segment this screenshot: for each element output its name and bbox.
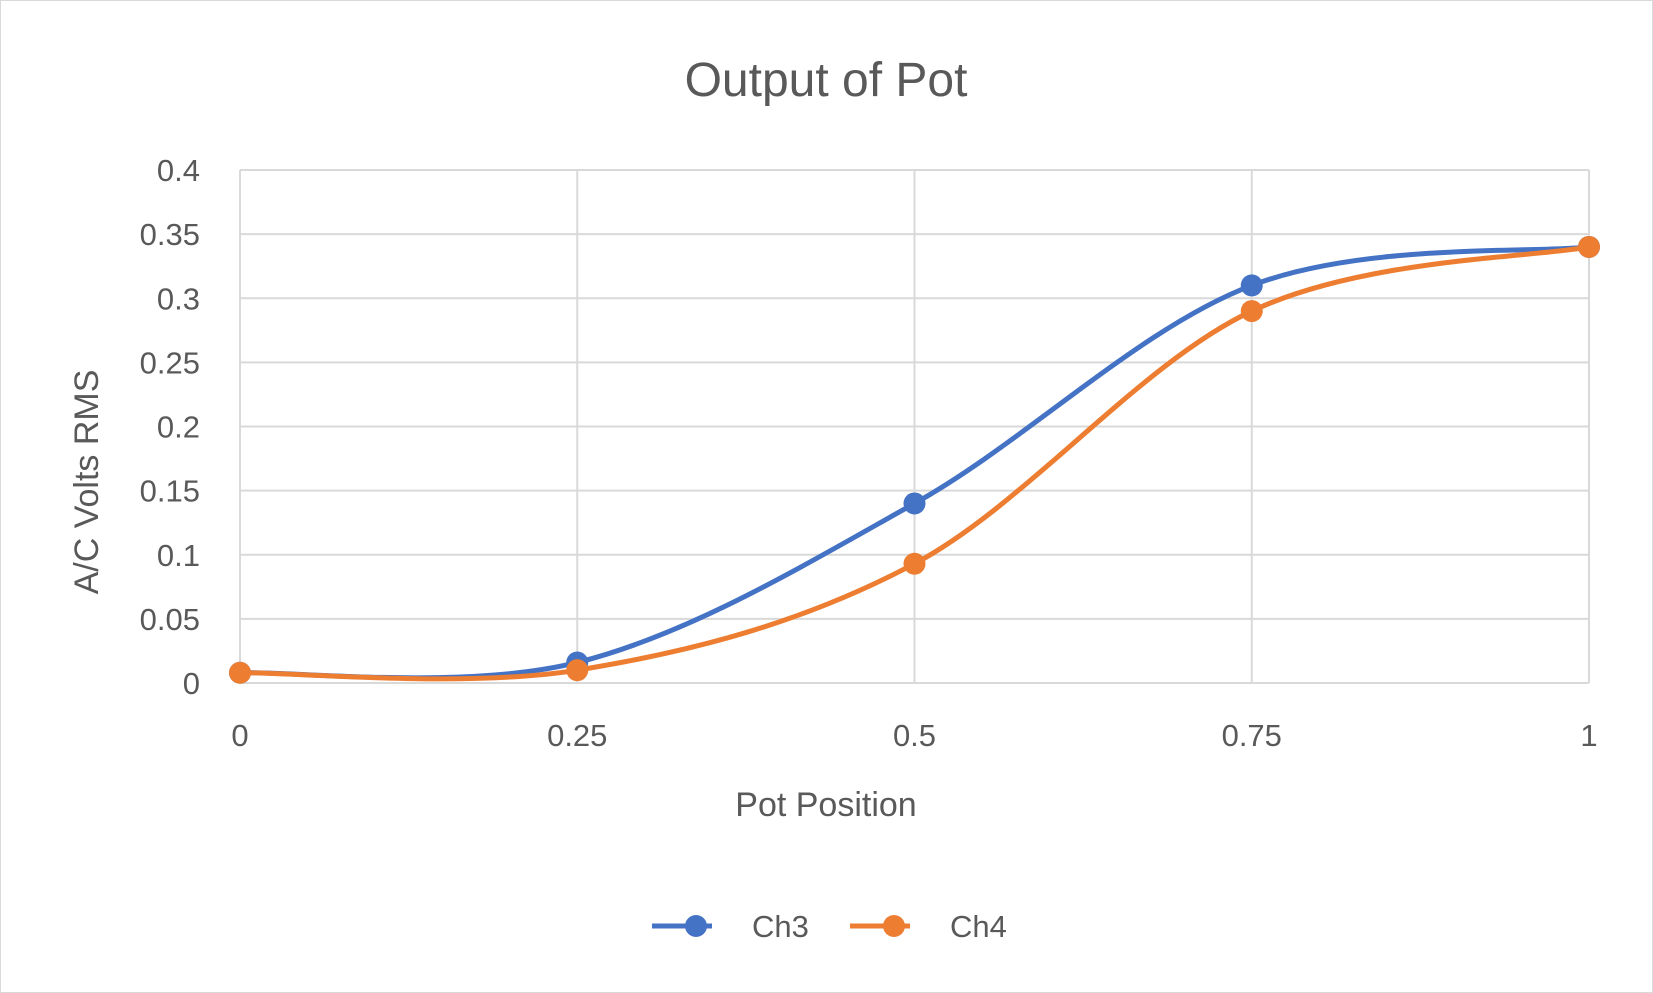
y-tick-label: 0.25 xyxy=(140,345,200,380)
x-tick-label: 0.75 xyxy=(1222,718,1282,753)
x-tick-label: 0.5 xyxy=(893,718,936,753)
data-point xyxy=(1240,300,1263,323)
y-tick-label: 0.35 xyxy=(140,217,200,252)
data-point xyxy=(1240,274,1263,297)
y-tick-label: 0.3 xyxy=(157,281,200,316)
data-point xyxy=(1578,235,1600,258)
data-point xyxy=(903,492,926,515)
legend: Ch3 Ch4 xyxy=(652,909,1007,944)
legend-marker xyxy=(883,915,905,937)
x-axis-ticks: 0 0.25 0.5 0.75 1 xyxy=(231,718,1597,753)
chart-title: Output of Pot xyxy=(685,54,968,107)
x-tick-label: 1 xyxy=(1580,718,1597,753)
y-tick-label: 0.2 xyxy=(157,410,200,445)
y-tick-label: 0 xyxy=(183,666,200,701)
y-tick-label: 0.4 xyxy=(157,153,200,188)
series-layer xyxy=(229,235,1600,684)
x-axis-title: Pot Position xyxy=(735,786,916,824)
data-point xyxy=(229,661,251,684)
series-ch4 xyxy=(229,235,1600,684)
legend-label: Ch3 xyxy=(752,909,809,944)
data-point xyxy=(903,552,926,575)
x-tick-label: 0 xyxy=(231,718,248,753)
y-tick-label: 0.15 xyxy=(140,474,200,509)
legend-item-ch3: Ch3 xyxy=(652,909,809,944)
y-axis-ticks: 0 0.05 0.1 0.15 0.2 0.25 0.3 0.35 0.4 xyxy=(140,153,200,701)
gridlines xyxy=(239,169,1590,684)
x-tick-label: 0.25 xyxy=(547,718,607,753)
y-axis-title: A/C Volts RMS xyxy=(68,370,106,595)
legend-label: Ch4 xyxy=(950,909,1007,944)
y-tick-label: 0.05 xyxy=(140,602,200,637)
y-tick-label: 0.1 xyxy=(157,538,200,573)
data-point xyxy=(566,659,589,682)
legend-marker xyxy=(685,915,707,937)
legend-item-ch4: Ch4 xyxy=(850,909,1007,944)
